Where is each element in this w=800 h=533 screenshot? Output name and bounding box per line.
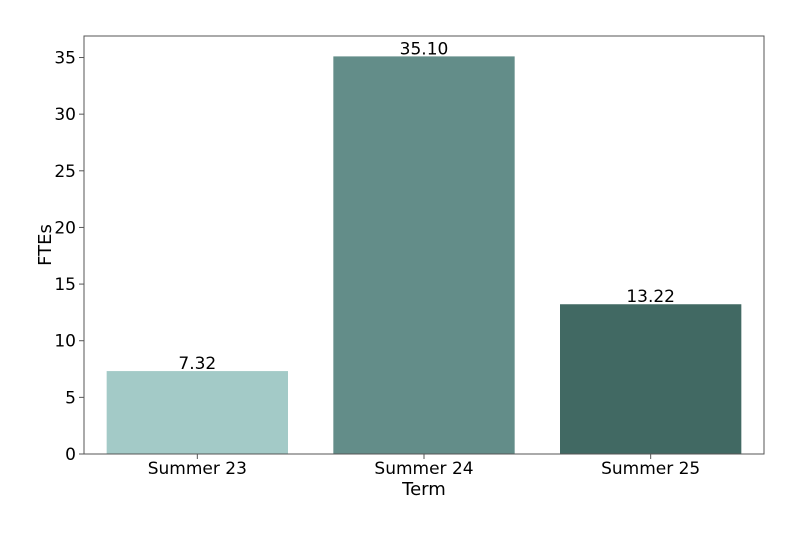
y-tick-label-5: 25 bbox=[54, 162, 76, 182]
y-tick-label-3: 15 bbox=[54, 275, 76, 295]
y-tick-label-4: 20 bbox=[54, 218, 76, 238]
y-tick-label-0: 0 bbox=[65, 445, 76, 465]
bar-0 bbox=[106, 371, 289, 454]
x-tick-label-2: Summer 25 bbox=[601, 459, 700, 479]
y-axis-label: FTEs bbox=[35, 224, 56, 266]
bars-group: 7.32 35.10 13.22 bbox=[106, 39, 742, 454]
x-axis-ticks: Summer 23 Summer 24 Summer 25 bbox=[148, 454, 700, 479]
y-tick-label-1: 5 bbox=[65, 388, 76, 408]
bar-value-label-1: 35.10 bbox=[400, 39, 449, 59]
y-tick-label-6: 30 bbox=[54, 105, 76, 125]
plot-frame bbox=[83, 35, 765, 455]
x-axis-label: Term bbox=[401, 479, 446, 500]
bar-value-label-0: 7.32 bbox=[178, 354, 216, 374]
bar-1 bbox=[333, 56, 515, 454]
x-tick-label-1: Summer 24 bbox=[374, 459, 473, 479]
y-tick-label-7: 35 bbox=[54, 49, 76, 69]
x-tick-label-0: Summer 23 bbox=[148, 459, 247, 479]
y-axis-ticks: 0 5 10 15 20 25 30 35 bbox=[54, 49, 84, 465]
y-tick-label-2: 10 bbox=[54, 332, 76, 352]
bar-2 bbox=[560, 304, 742, 454]
bar-value-label-2: 13.22 bbox=[626, 287, 675, 307]
